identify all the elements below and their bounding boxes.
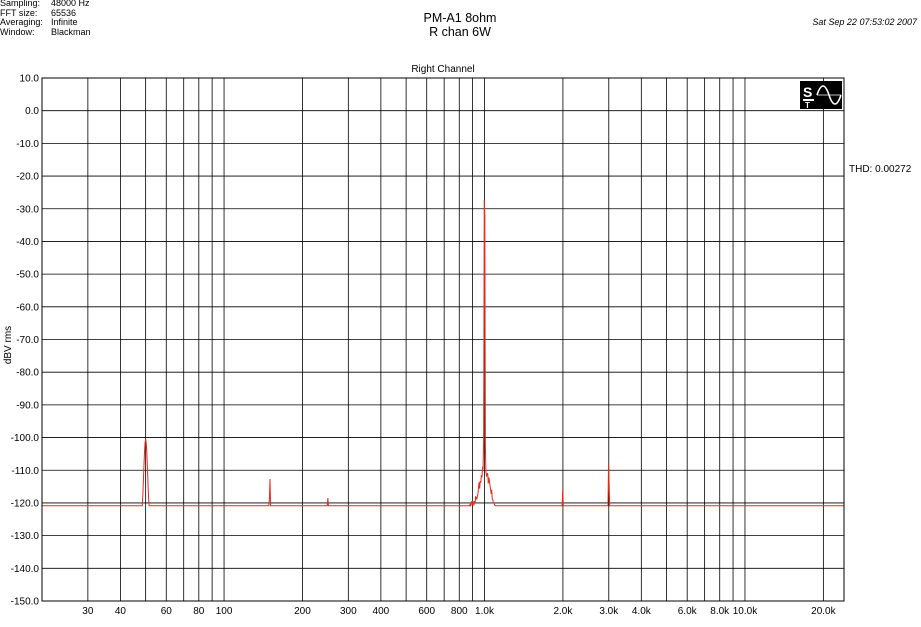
y-tick-label: -10.0 (16, 139, 39, 150)
y-tick-label: -40.0 (16, 237, 39, 248)
meta-value: Blackman (51, 26, 91, 37)
x-tick-label: 800 (451, 606, 468, 617)
page-title: PM-A1 8ohm R chan 6W (300, 11, 620, 39)
meta-key: Averaging: (0, 17, 43, 27)
y-tick-label: 10.0 (20, 74, 40, 85)
y-tick-label: -80.0 (16, 368, 39, 379)
title-line-2: R chan 6W (429, 25, 491, 39)
x-tick-label: 60 (161, 606, 173, 617)
thd-readout: THD: 0.00272 (849, 164, 912, 175)
logo-underline (803, 99, 814, 101)
meta-key: FFT size: (0, 7, 38, 18)
y-axis-ticks: 10.0 0.0 -10.0 -20.0 -30.0 -40.0 -50.0 -60.0 -70… (11, 74, 40, 608)
meta-value: 48000 Hz (51, 0, 90, 8)
meta-value: 65536 (51, 7, 77, 18)
timestamp: Sat Sep 22 07:53:02 2007 (812, 17, 917, 27)
x-tick-label: 20.0k (811, 606, 836, 617)
y-tick-label: -120.0 (11, 498, 40, 509)
x-tick-label: 1.0k (475, 606, 495, 617)
y-tick-label: 0.0 (25, 106, 39, 117)
title-line-1: PM-A1 8ohm (423, 11, 497, 25)
grid-lines (42, 77, 844, 602)
x-tick-label: 3.0k (599, 606, 619, 617)
y-tick-label: -130.0 (11, 531, 40, 542)
y-tick-label: -90.0 (16, 400, 39, 411)
logo-t-letter: T (805, 101, 810, 110)
y-tick-label: -100.0 (11, 433, 40, 444)
x-tick-label: 100 (216, 606, 233, 617)
logo-s-letter: S (803, 84, 812, 100)
x-tick-label: 4.0k (632, 606, 652, 617)
x-tick-label: 6.0k (678, 606, 698, 617)
x-tick-label: 10.0k (733, 606, 758, 617)
x-tick-label: 600 (418, 606, 435, 617)
y-tick-label: -60.0 (16, 302, 39, 313)
x-axis-ticks: 30 40 60 80 100 200 300 400 600 800 1.0k 2.0k 3.0k 4.… (82, 606, 836, 617)
y-tick-label: -30.0 (16, 204, 39, 215)
meta-row: Averaging: Infinite (0, 17, 91, 28)
x-tick-label: 40 (115, 606, 127, 617)
spectrum-trace (42, 199, 844, 508)
meta-key: Sampling: (0, 0, 41, 8)
y-tick-label: -20.0 (16, 172, 39, 183)
x-tick-label: 200 (294, 606, 311, 617)
y-tick-label: -150.0 (11, 597, 40, 608)
meta-row: Sampling: 48000 Hz (0, 0, 91, 9)
x-tick-label: 30 (82, 606, 94, 617)
meta-key: Window: (0, 26, 35, 37)
measurement-settings: Sampling: 48000 Hz FFT size: 65536 Averaging… (0, 0, 91, 37)
meta-value: Infinite (51, 17, 78, 27)
y-axis-label: dBV rms (3, 326, 14, 364)
y-tick-label: -110.0 (11, 466, 39, 477)
chart-title: Right Channel (411, 64, 474, 75)
logo: ST S T (800, 81, 842, 110)
x-tick-label: 400 (373, 606, 390, 617)
meta-row: Window: Blackman (0, 26, 91, 38)
plot-frame (41, 77, 845, 602)
x-tick-label: 80 (193, 606, 205, 617)
spectrum-line (42, 199, 844, 508)
meta-row: FFT size: 65536 (0, 7, 91, 19)
y-tick-label: -140.0 (11, 564, 40, 575)
y-tick-label: -70.0 (16, 335, 39, 346)
x-tick-label: 8.0k (710, 606, 730, 617)
x-tick-label: 2.0k (553, 606, 573, 617)
x-tick-label: 300 (340, 606, 357, 617)
y-tick-label: -50.0 (16, 270, 39, 281)
